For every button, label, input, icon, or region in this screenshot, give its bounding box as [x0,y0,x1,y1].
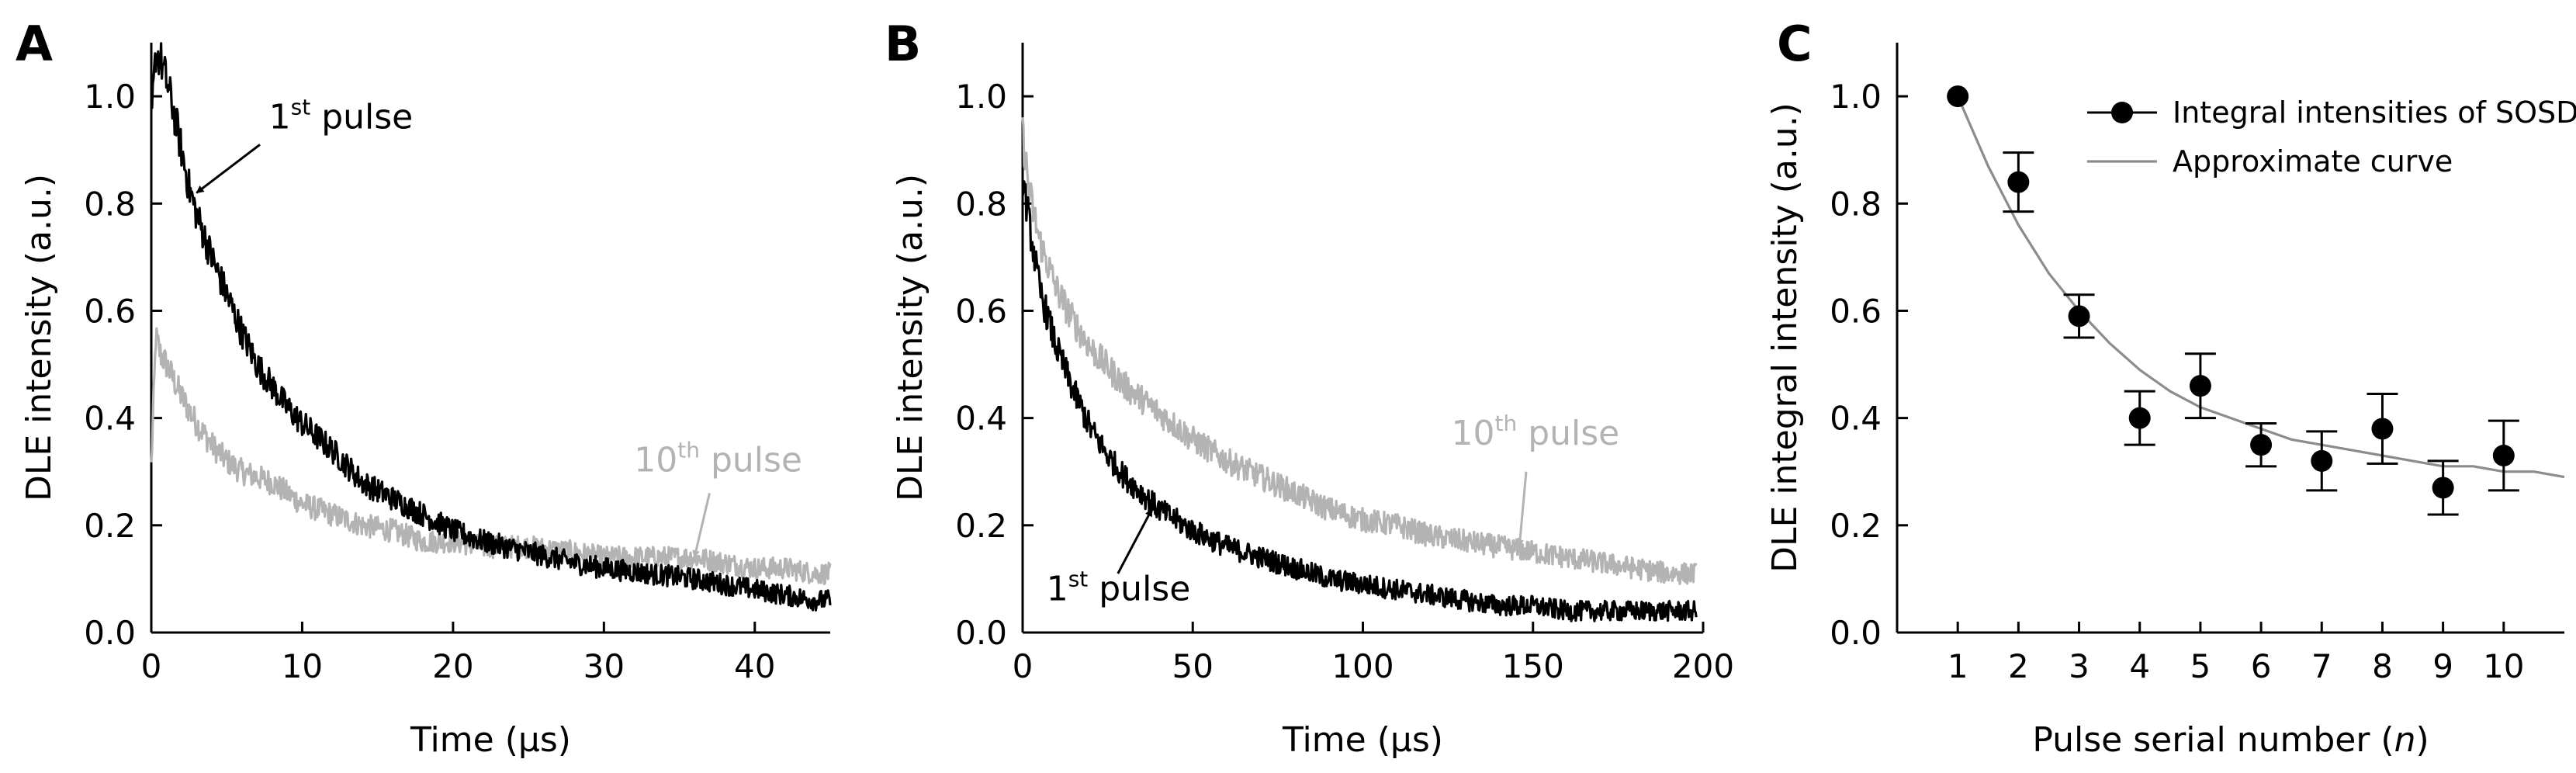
annotation-arrow [692,493,711,559]
x-tick-label: 9 [2432,647,2453,685]
y-tick-label: 0.0 [84,614,136,652]
x-axis-title: Time (μs) [410,720,571,760]
x-tick-label: 10 [282,647,323,685]
data-point [2250,434,2273,456]
y-tick-label: 0.0 [955,614,1007,652]
legend-marker [2111,102,2133,123]
x-tick-label: 150 [1502,647,1564,685]
x-tick-label: 3 [2069,647,2090,685]
y-axis-title: DLE intensity (a.u.) [891,174,930,501]
y-tick-label: 0.2 [84,507,136,545]
y-tick-label: 0.2 [1830,507,1882,545]
x-tick-label: 8 [2372,647,2393,685]
x-tick-label: 100 [1331,647,1394,685]
x-tick-label: 20 [432,647,473,685]
x-tick-label: 200 [1672,647,1734,685]
data-point [2189,375,2211,397]
x-tick-label: 7 [2311,647,2332,685]
x-tick-label: 30 [583,647,625,685]
chart-panel-c: 0.0 0.2 0.4 0.6 0.8 1.0 1 2 3 4 5 6 7 8 9 10 Pulse seria… [1765,43,2576,760]
x-axis-title: Time (μs) [1282,720,1443,760]
legend-label-curve: Approximate curve [2173,144,2453,179]
panel-label-b: B [885,16,921,72]
y-tick-label: 0.4 [955,400,1007,438]
y-tick-label: 0.8 [84,185,136,223]
data-point [2311,449,2333,472]
x-tick-label: 0 [1013,647,1034,685]
x-tick-label: 2 [2008,647,2029,685]
y-tick-label: 0.0 [1830,614,1882,652]
data-point [1947,85,1969,108]
y-tick-label: 0.6 [1830,292,1882,330]
data-point [2068,305,2090,328]
y-tick-label: 0.8 [1830,185,1882,223]
x-tick-label: 50 [1172,647,1214,685]
y-tick-label: 0.4 [84,400,136,438]
y-tick-label: 1.0 [84,78,136,116]
x-tick-label: 4 [2129,647,2150,685]
annotation-label: 10th pulse [1452,411,1620,453]
data-point [2128,407,2151,429]
x-tick-label: 6 [2251,647,2272,685]
y-tick-label: 0.6 [84,292,136,330]
annotation-arrow [1117,508,1153,574]
data-point [2371,418,2394,440]
x-axis-title: Pulse serial number (n) [2032,720,2429,760]
series-line [1021,117,1698,585]
panel-label-c: C [1777,16,1813,72]
annotation-label: 10th pulse [634,438,802,480]
chart-panel-a: 0.0 0.2 0.4 0.6 0.8 1.0 0 10 20 30 40 Time (μs) DLE … [19,42,832,760]
y-axis-title: DLE intensity (a.u.) [19,174,59,501]
data-point [2007,171,2030,193]
series-line [150,42,832,612]
x-tick-label: 1 [1948,647,1968,685]
annotation-label: 1st pulse [269,95,414,137]
x-tick-label: 5 [2190,647,2211,685]
chart-panel-b: 0.0 0.2 0.4 0.6 0.8 1.0 0 50 100 150 200 Time (μs) D… [891,43,1734,760]
annotation-arrow [196,144,261,194]
annotation-arrow [1516,471,1528,548]
y-tick-label: 1.0 [955,78,1007,116]
y-tick-label: 0.4 [1830,400,1882,438]
x-tick-label: 40 [734,647,775,685]
y-tick-label: 0.8 [955,185,1007,223]
data-point [2432,477,2454,499]
y-tick-label: 1.0 [1830,78,1882,116]
x-tick-label: 0 [141,647,162,685]
y-axis-title: DLE integral intensity (a.u.) [1765,102,1805,573]
data-point [2492,445,2515,466]
series-line [150,327,832,586]
panel-label-a: A [16,16,53,72]
series-line [1021,180,1698,622]
legend-label-points: Integral intensities of SOSDF [2173,95,2576,130]
x-tick-label: 10 [2483,647,2524,685]
y-tick-label: 0.2 [955,507,1007,545]
y-tick-label: 0.6 [955,292,1007,330]
annotation-label: 1st pulse [1047,567,1191,609]
